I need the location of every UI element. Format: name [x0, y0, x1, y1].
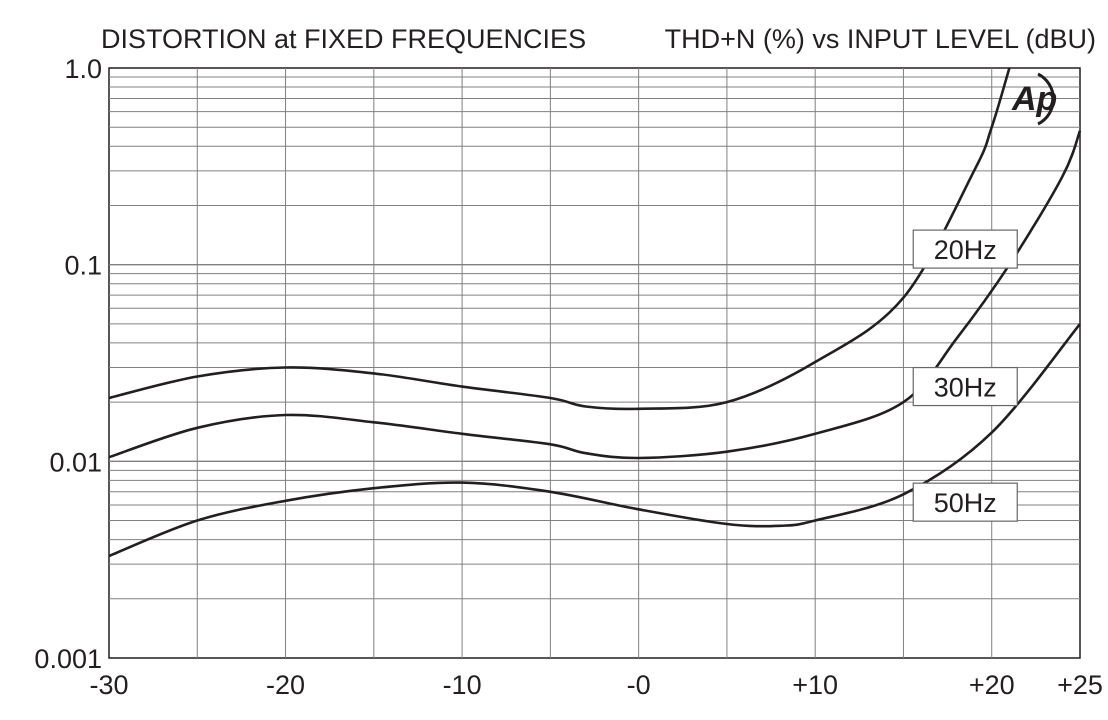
chart-subtitle: THD+N (%) vs INPUT LEVEL (dBU) [664, 24, 1096, 54]
series-label-box [912, 482, 1018, 522]
ap-logo-icon: Ap [1011, 72, 1057, 126]
series-label-box [912, 229, 1018, 269]
series-label: 30Hz [934, 373, 997, 403]
x-tick-label: +10 [792, 670, 838, 700]
y-tick-label: 0.1 [64, 251, 102, 281]
chart-title: DISTORTION at FIXED FREQUENCIES [101, 24, 587, 54]
y-tick-label: 1.0 [64, 54, 102, 84]
series-line-20hz [109, 67, 1011, 411]
series-label: 20Hz [934, 235, 997, 265]
x-tick-label: +20 [969, 670, 1015, 700]
x-tick-label: -10 [443, 670, 482, 700]
y-tick-label: 0.001 [34, 644, 102, 674]
series-label-box [912, 366, 1018, 407]
x-tick-label: +25 [1057, 670, 1103, 700]
plot-frame [108, 67, 1081, 659]
x-tick-label: -0 [627, 670, 651, 700]
x-tick-label: -30 [89, 670, 128, 700]
x-tick-label: -20 [266, 670, 305, 700]
svg-text:Ap: Ap [1011, 80, 1057, 118]
series-line-30hz [109, 130, 1082, 460]
y-tick-label: 0.01 [49, 447, 102, 477]
series-label: 50Hz [934, 488, 997, 518]
